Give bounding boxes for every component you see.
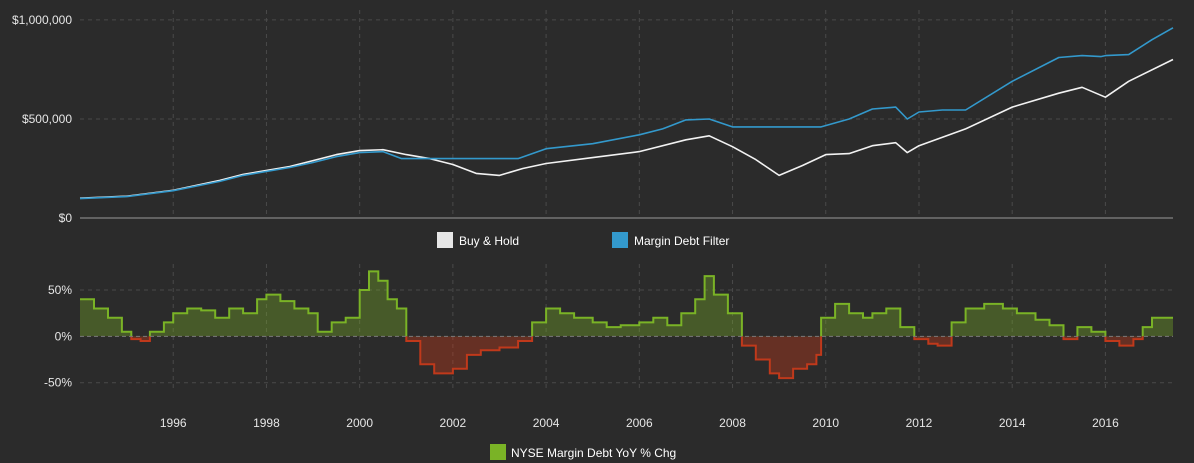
top-grid <box>80 10 1173 218</box>
x-tick-label: 2008 <box>719 416 746 430</box>
portfolio-value-chart: $0 $500,000 $1,000,000 <box>12 10 1174 225</box>
x-tick-label: 2002 <box>440 416 467 430</box>
x-tick-label: 1998 <box>253 416 280 430</box>
bottom-grid <box>80 264 1173 392</box>
margin-debt-yoy-chart: -50% 0% 50% 1996 1998 2000 2002 2004 2006 2008 20… <box>44 264 1173 430</box>
top-legend: Buy & Hold Margin Debt Filter <box>437 232 729 248</box>
legend-label-buy-hold[interactable]: Buy & Hold <box>459 234 519 248</box>
x-tick-label: 1996 <box>160 416 187 430</box>
x-tick-label: 2014 <box>999 416 1026 430</box>
bottom-y-axis: -50% 0% 50% <box>44 283 72 390</box>
x-tick-label: 2016 <box>1092 416 1119 430</box>
legend-swatch-buy-hold[interactable] <box>437 232 453 248</box>
yoy-positive-line <box>80 270 1173 337</box>
margin-debt-filter-line <box>79 27 1174 200</box>
legend-label-yoy[interactable]: NYSE Margin Debt YoY % Chg <box>511 446 676 460</box>
x-tick-label: 2012 <box>906 416 933 430</box>
bottom-y-tick-label: 50% <box>48 283 72 297</box>
top-y-tick-label: $1,000,000 <box>12 13 72 27</box>
portfolio-lines <box>79 27 1174 200</box>
x-axis-tick-labels: 1996 1998 2000 2002 2004 2006 2008 2010 2012 2014… <box>160 416 1119 430</box>
x-tick-label: 2000 <box>346 416 373 430</box>
bottom-legend: NYSE Margin Debt YoY % Chg <box>490 444 676 460</box>
yoy-area <box>80 270 1173 380</box>
x-tick-label: 2004 <box>533 416 560 430</box>
bottom-y-tick-label: 0% <box>55 329 73 343</box>
buy-hold-line <box>79 58 1174 199</box>
bottom-y-tick-label: -50% <box>44 376 72 390</box>
legend-swatch-yoy[interactable] <box>490 444 506 460</box>
top-y-axis: $0 $500,000 $1,000,000 <box>12 13 72 225</box>
top-y-tick-label: $500,000 <box>22 112 72 126</box>
top-y-tick-label: $0 <box>59 211 73 225</box>
x-tick-label: 2010 <box>812 416 839 430</box>
x-tick-label: 2006 <box>626 416 653 430</box>
legend-label-margin-debt-filter[interactable]: Margin Debt Filter <box>634 234 729 248</box>
legend-swatch-margin-debt-filter[interactable] <box>612 232 628 248</box>
